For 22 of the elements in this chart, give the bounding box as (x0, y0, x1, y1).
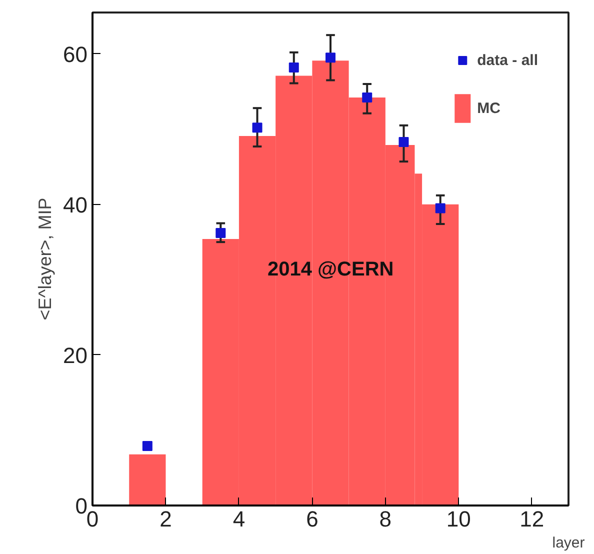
x-tick-label: 10 (446, 506, 471, 532)
point (252, 122, 262, 133)
point (435, 203, 446, 214)
y-tick-label: 40 (63, 192, 88, 218)
point (216, 228, 226, 238)
y-tick-label: 20 (63, 342, 88, 368)
x-tick-label: 2 (160, 506, 172, 532)
point (142, 441, 152, 452)
y-axis-title: <E^layer>, MIP (35, 198, 56, 320)
x-axis-title: layer (552, 534, 585, 552)
legend-label: data - all (477, 52, 538, 68)
point (326, 52, 336, 63)
x-tick-label: 6 (306, 506, 318, 532)
x-tick-label: 12 (520, 506, 544, 532)
annotation: 2014 @CERN (268, 258, 394, 280)
x-tick-label: 4 (232, 506, 246, 532)
point (398, 136, 409, 147)
legend-label: MC (477, 100, 500, 116)
x-tick-label: 8 (379, 506, 392, 532)
point (362, 92, 372, 103)
point (288, 62, 299, 72)
y-tick-label: 60 (63, 42, 88, 67)
